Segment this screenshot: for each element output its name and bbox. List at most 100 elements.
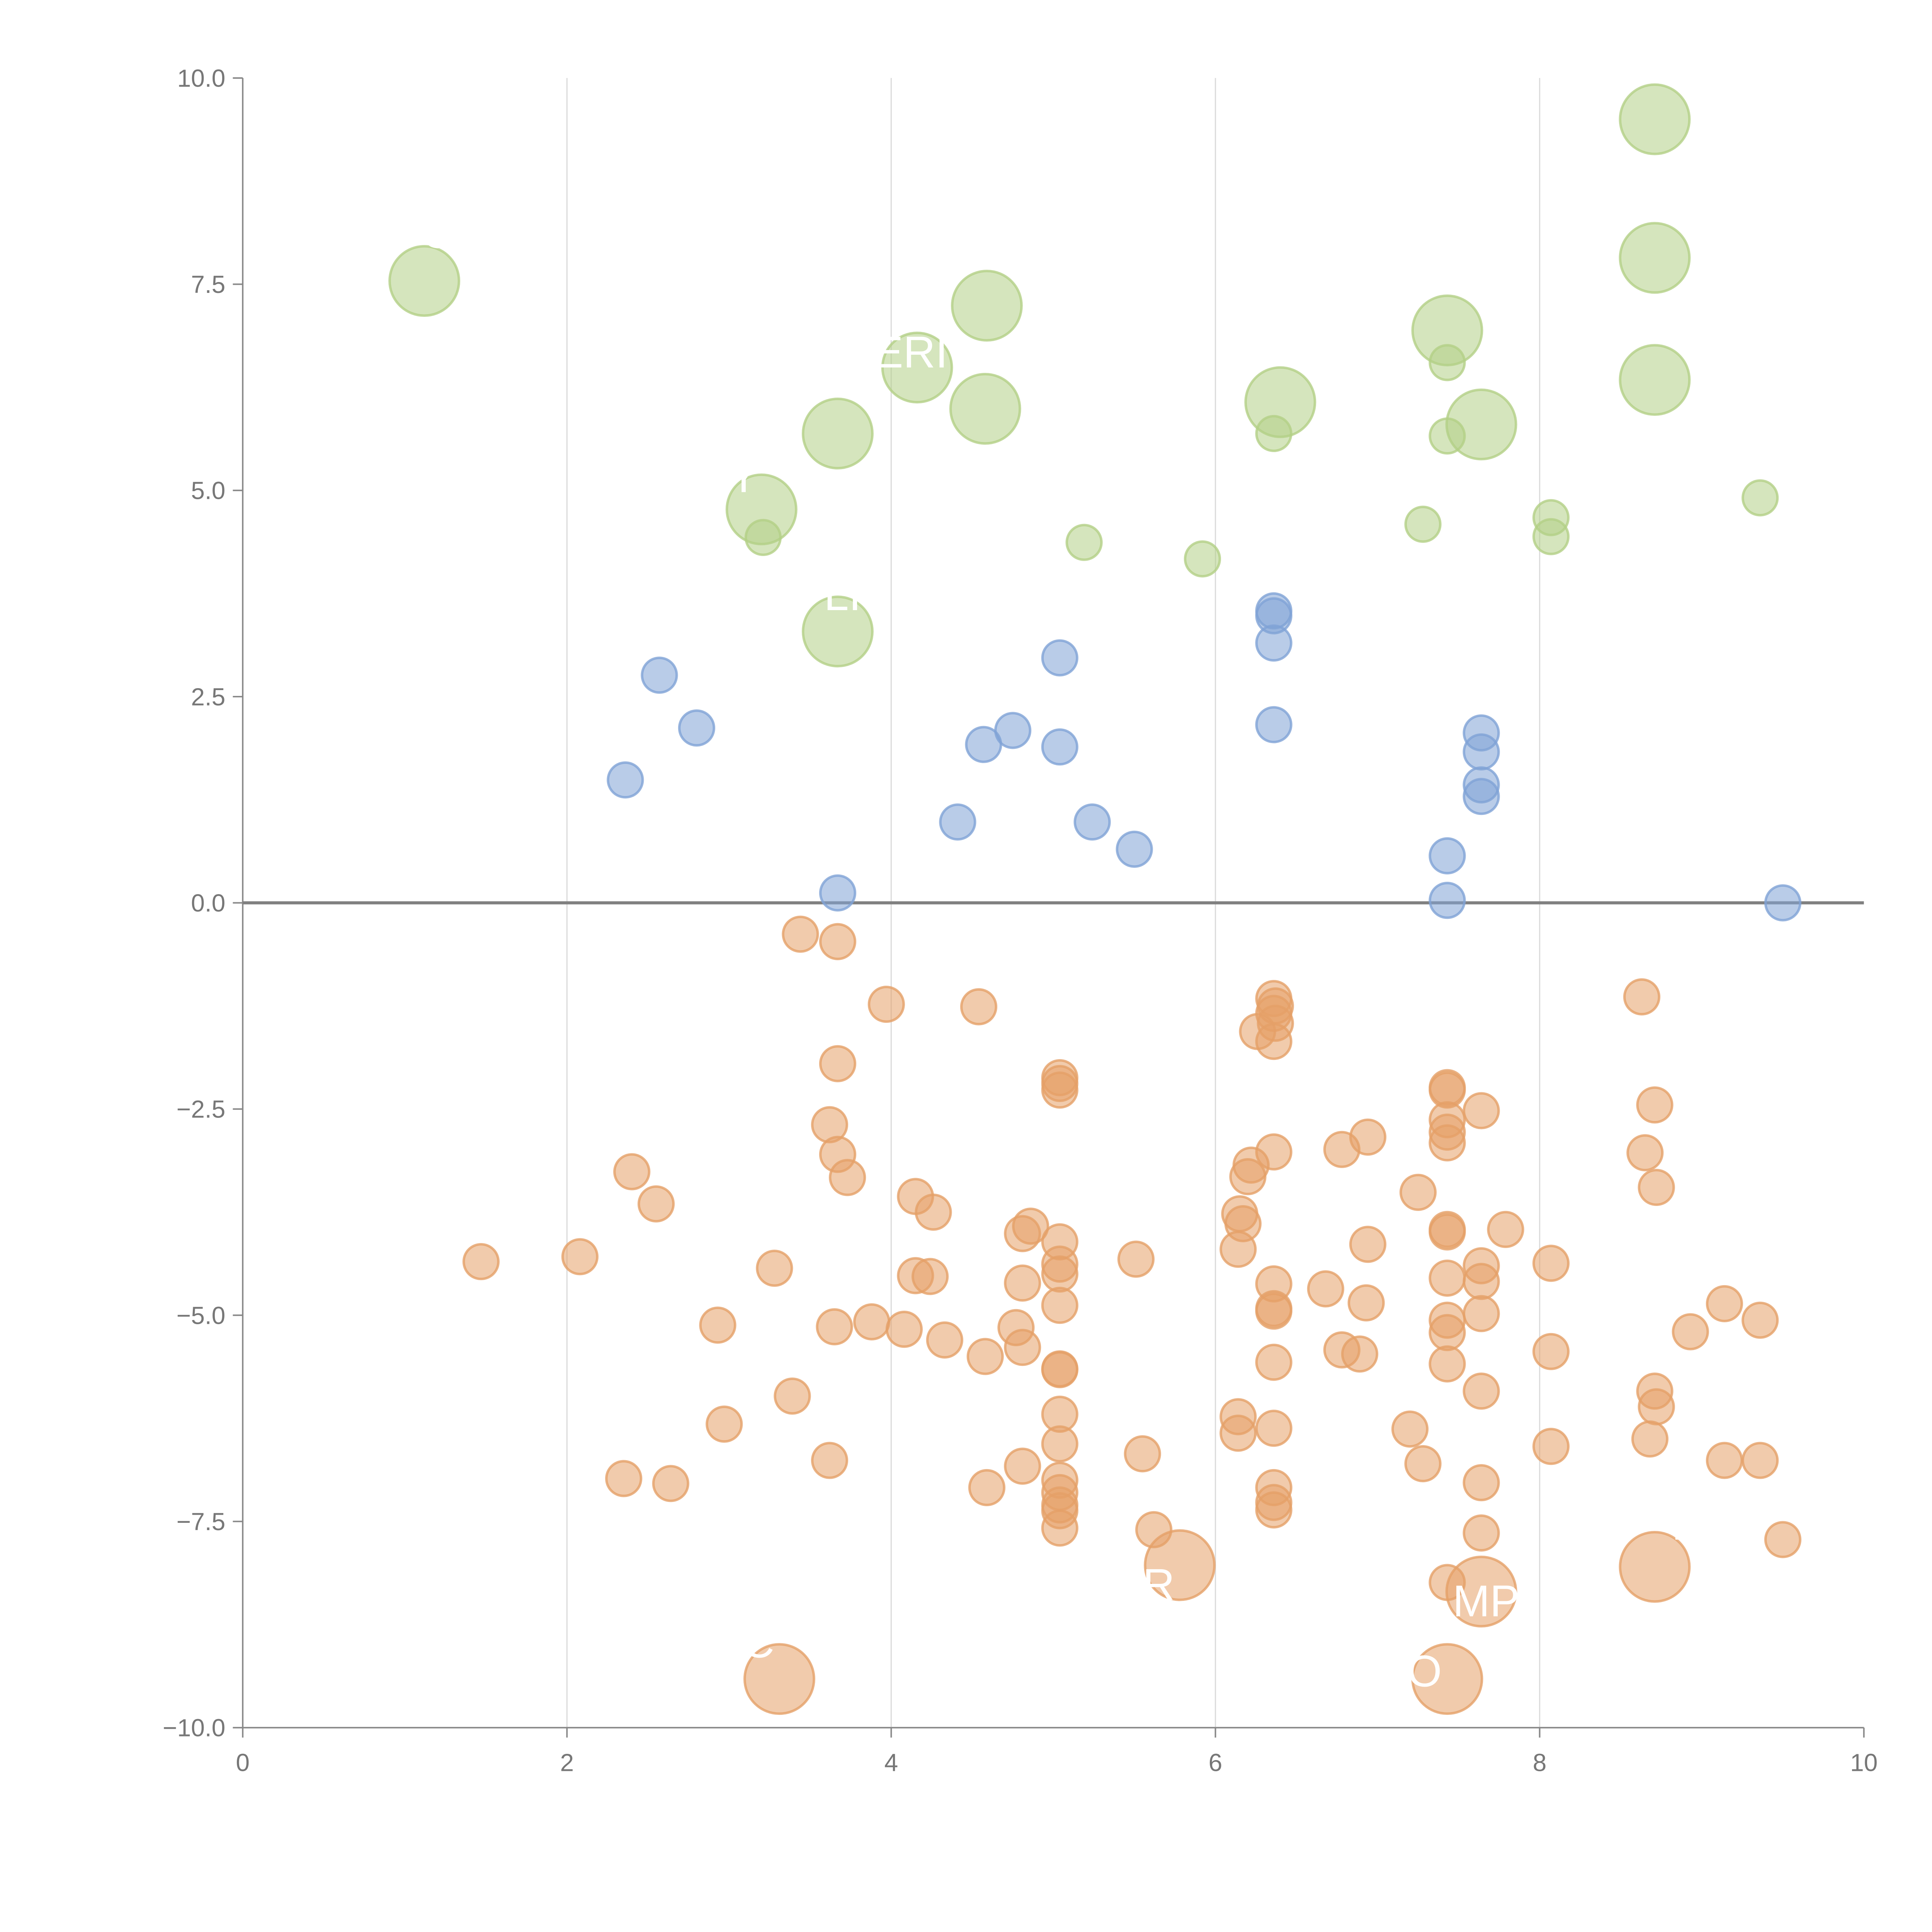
- data-point: [1742, 479, 1779, 517]
- series-green: [388, 83, 1779, 668]
- point-label: C: [742, 1618, 774, 1667]
- point-label: ERI: [874, 328, 948, 377]
- data-point: [1706, 1285, 1743, 1323]
- data-point: [1638, 1168, 1675, 1206]
- data-point: [1004, 1447, 1041, 1485]
- data-point: [1764, 1521, 1802, 1558]
- series-orange: [462, 915, 1802, 1715]
- data-point: [1404, 1445, 1442, 1483]
- data-point: [1117, 1240, 1155, 1278]
- data-point: [782, 915, 819, 953]
- data-point: [816, 1308, 853, 1345]
- data-point: [1184, 540, 1221, 578]
- data-point: [819, 1045, 857, 1082]
- data-point: [561, 1238, 599, 1276]
- point-label: O: [1407, 1646, 1442, 1696]
- data-point: [706, 1405, 743, 1443]
- data-point: [802, 397, 874, 469]
- data-point: [1429, 1259, 1466, 1297]
- data-point: [1463, 1092, 1500, 1129]
- point-label: MP: [1453, 1577, 1520, 1626]
- data-point: [1429, 882, 1466, 919]
- data-point: [1487, 1211, 1524, 1248]
- data-point: [1626, 1134, 1664, 1172]
- data-point: [607, 761, 644, 799]
- data-point: [1255, 706, 1293, 743]
- y-tick-label: −10.0: [163, 1714, 225, 1742]
- data-point: [1255, 1410, 1293, 1447]
- data-point: [699, 1306, 736, 1344]
- data-point: [678, 709, 716, 747]
- data-point: [939, 803, 976, 841]
- data-point: [462, 1243, 500, 1281]
- data-point: [774, 1377, 811, 1415]
- x-tick-label: 0: [236, 1748, 250, 1776]
- y-tick-label: 10.0: [177, 64, 226, 92]
- data-point: [1073, 803, 1111, 841]
- data-point: [966, 1338, 1004, 1375]
- data-point: [652, 1465, 689, 1502]
- y-tick-label: −2.5: [177, 1095, 226, 1123]
- data-point: [1041, 639, 1078, 677]
- data-point: [1341, 1335, 1378, 1373]
- data-point: [1255, 1491, 1293, 1529]
- data-point: [743, 1643, 815, 1715]
- data-point: [1631, 1420, 1668, 1458]
- data-point: [1041, 1071, 1078, 1109]
- annotations: S ERI Y LI C R MPO T: [424, 208, 1691, 1696]
- data-point: [1429, 1213, 1466, 1251]
- point-label: R: [1143, 1560, 1175, 1609]
- point-label: S: [424, 208, 454, 258]
- data-point: [1347, 1284, 1385, 1321]
- data-point: [1638, 1388, 1675, 1425]
- data-point: [1004, 1329, 1041, 1366]
- y-tick-label: 2.5: [191, 683, 225, 711]
- data-point: [1619, 1531, 1691, 1603]
- data-point: [641, 656, 678, 694]
- data-point: [968, 1469, 1006, 1507]
- data-point: [1041, 1509, 1078, 1547]
- data-point: [1323, 1131, 1361, 1168]
- data-point: [1041, 1255, 1078, 1293]
- data-point: [1672, 1313, 1709, 1350]
- data-point: [829, 1159, 866, 1196]
- data-point: [1429, 1564, 1466, 1601]
- data-point: [1391, 1410, 1429, 1448]
- data-point: [951, 270, 1023, 342]
- data-point: [960, 988, 998, 1026]
- data-point: [1532, 1245, 1570, 1282]
- data-point: [1012, 1208, 1049, 1245]
- data-point: [1255, 1344, 1293, 1381]
- y-tick-label: −7.5: [177, 1508, 226, 1536]
- data-point: [1065, 524, 1103, 561]
- data-point: [1041, 1425, 1078, 1463]
- data-point: [613, 1153, 651, 1190]
- data-point: [1004, 1264, 1041, 1302]
- data-point: [915, 1193, 952, 1231]
- y-tick-label: 7.5: [191, 270, 225, 298]
- data-point: [1623, 978, 1661, 1015]
- x-tick-label: 10: [1850, 1748, 1878, 1776]
- data-point: [853, 1303, 891, 1341]
- y-tick-label: −5.0: [177, 1301, 226, 1329]
- data-point: [1399, 1173, 1437, 1211]
- data-point: [1764, 884, 1802, 922]
- data-point: [994, 712, 1032, 749]
- data-point: [1135, 1511, 1173, 1548]
- data-point: [1463, 1464, 1500, 1502]
- data-point: [802, 595, 874, 668]
- data-point: [881, 332, 953, 404]
- x-tick-label: 8: [1533, 1748, 1547, 1776]
- data-point: [1219, 1230, 1257, 1268]
- data-point: [1229, 1158, 1267, 1196]
- data-point: [1124, 1435, 1161, 1473]
- data-point: [605, 1460, 643, 1497]
- data-point: [1041, 1351, 1078, 1388]
- y-tick-label: 0.0: [191, 889, 225, 917]
- data-point: [1532, 1428, 1570, 1465]
- data-point: [1463, 1263, 1500, 1300]
- data-point: [1463, 778, 1500, 815]
- data-point: [1429, 1345, 1466, 1383]
- data-point: [756, 1250, 793, 1287]
